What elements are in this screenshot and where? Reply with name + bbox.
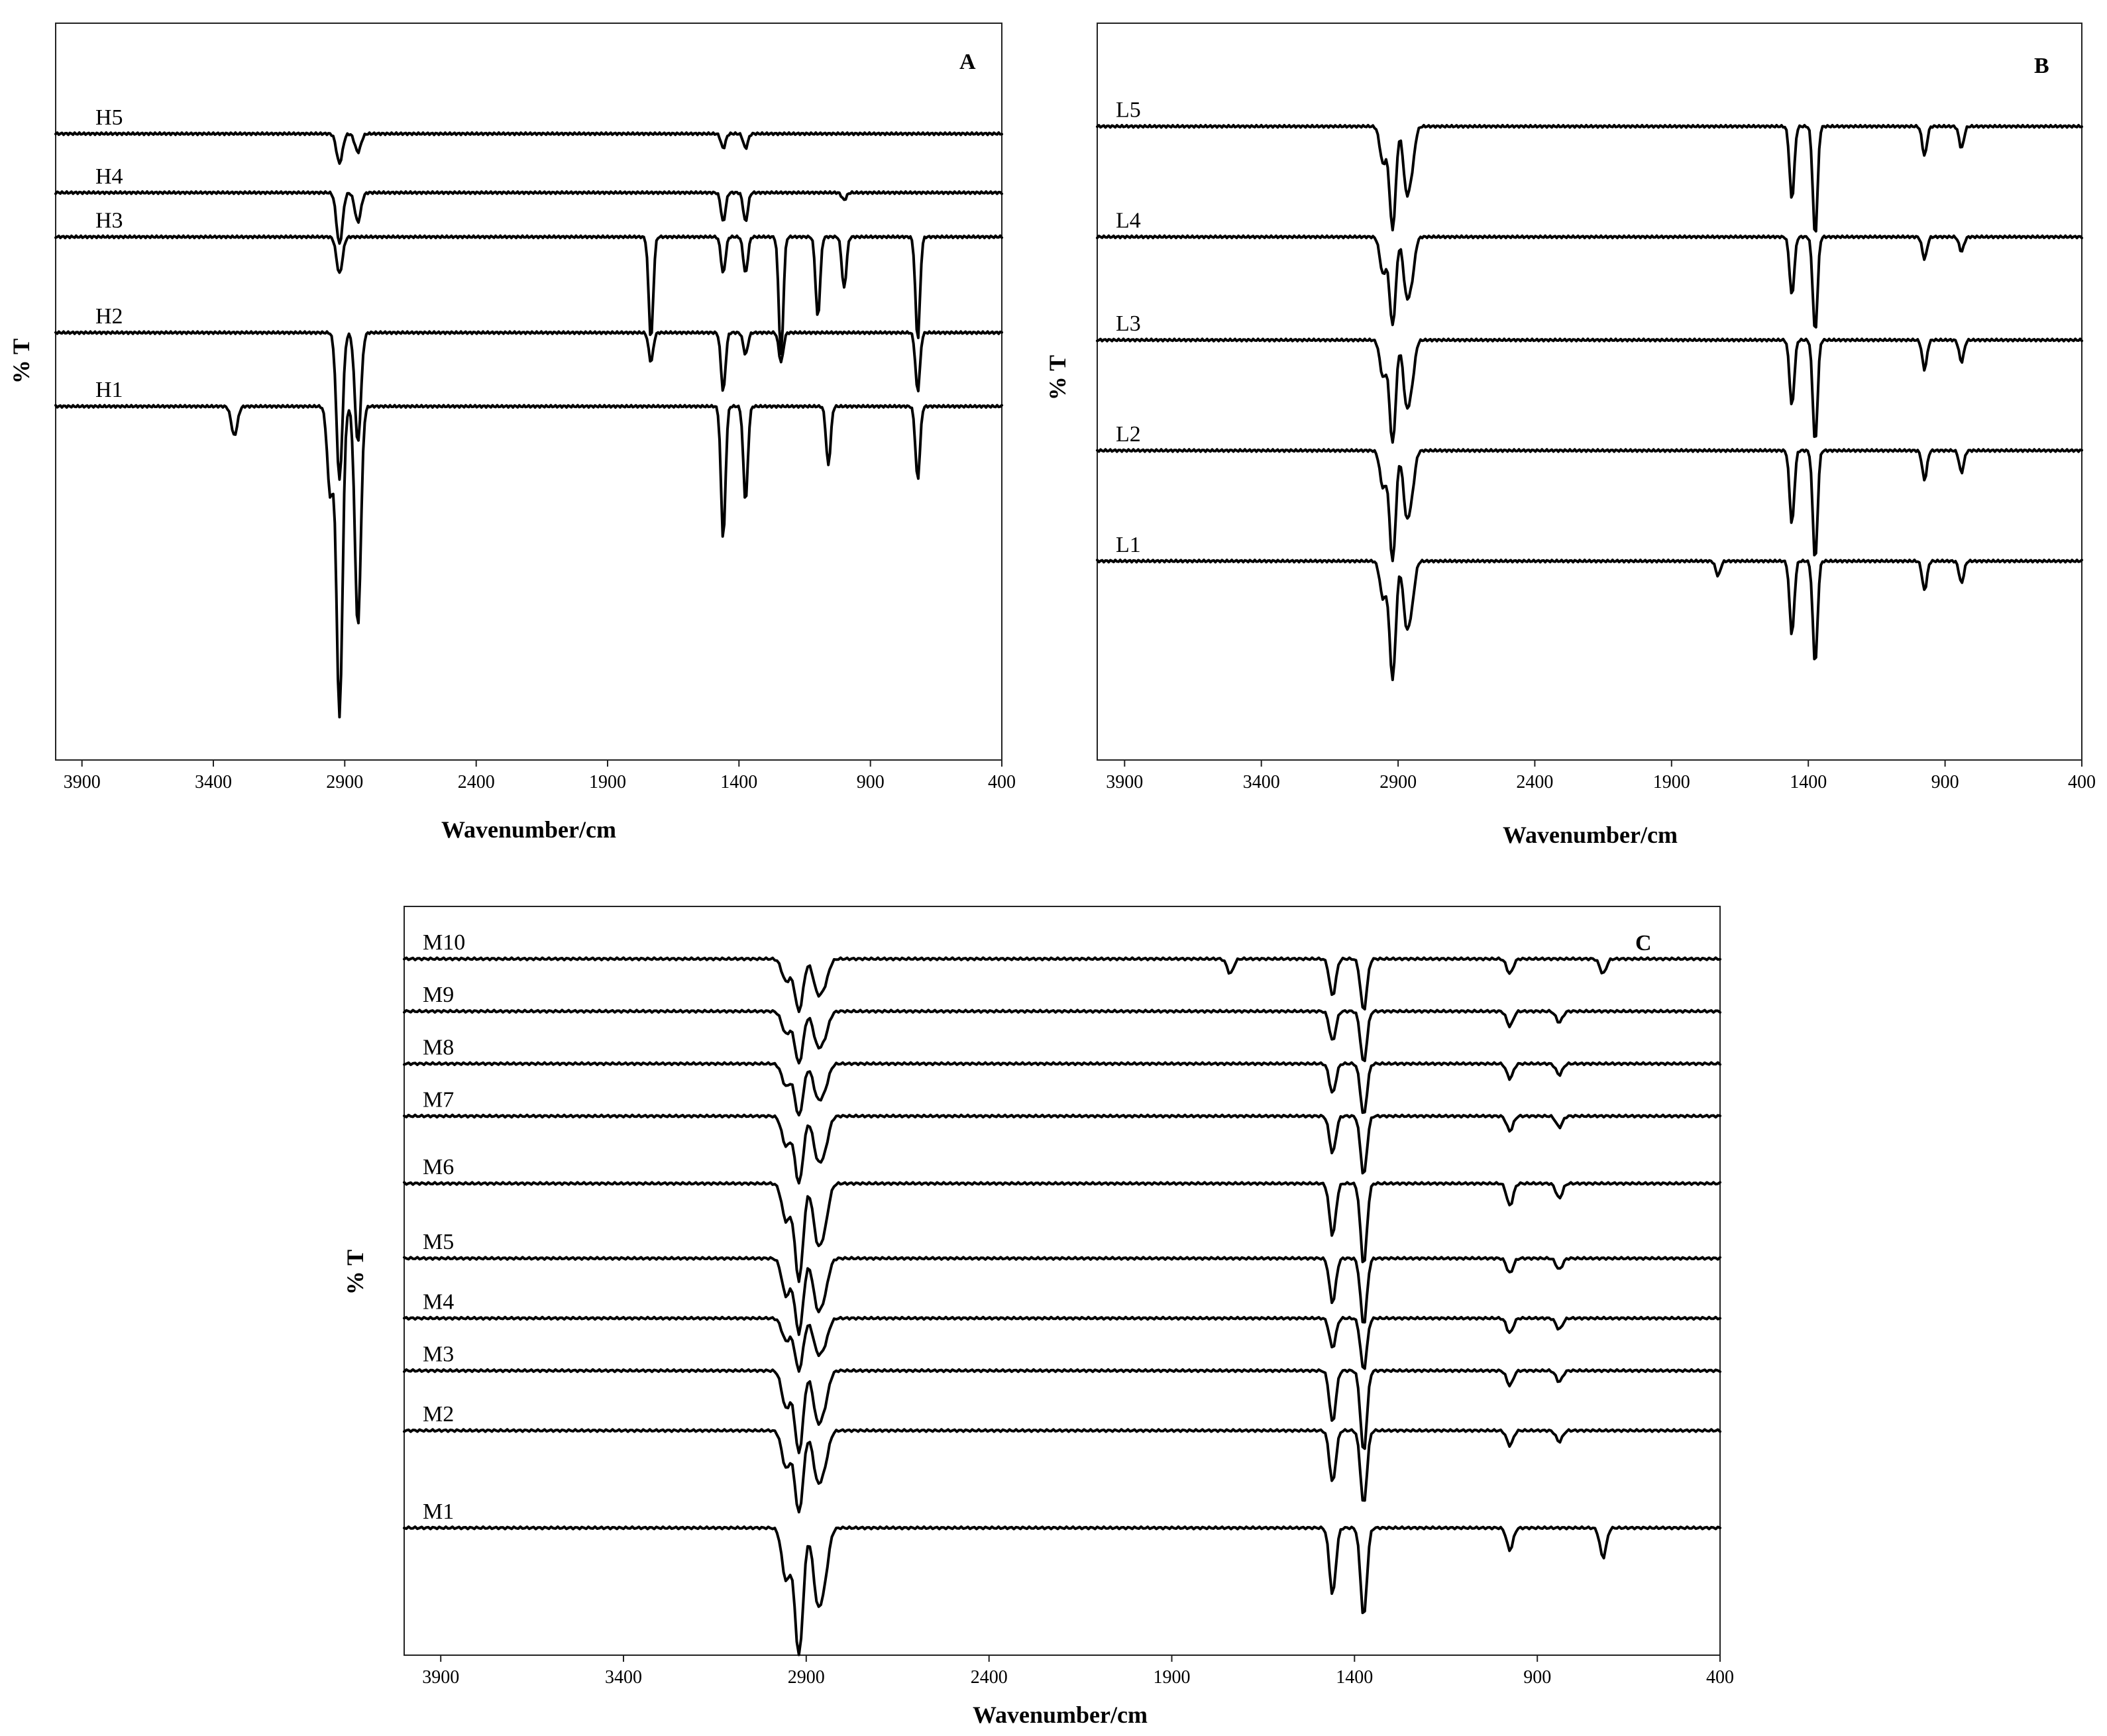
x-tick-label-b-900: 900 (1931, 772, 1959, 792)
trace-label-l3: L3 (1116, 311, 1141, 336)
panel-letter-b: B (2034, 54, 2049, 78)
x-tick-label-c-1400: 1400 (1336, 1667, 1373, 1688)
spectrum-line-m2 (403, 1428, 1721, 1514)
x-axis-title-a: Wavenumber/cm (441, 816, 616, 843)
trace-label-m8: M8 (423, 1035, 454, 1059)
spectrum-line-m6 (403, 1181, 1721, 1283)
x-tick-label-c-2400: 2400 (971, 1667, 1008, 1688)
trace-label-h5: H5 (95, 105, 123, 130)
panel-a: A H5 H4 H3 H2 H1 3900 3400 2900 2400 1900 1400 900… (8, 23, 1016, 843)
x-tick-label-a-2900: 2900 (326, 772, 363, 792)
trace-label-h3: H3 (95, 209, 123, 233)
x-tick-label-c-900: 900 (1523, 1667, 1551, 1688)
spectrum-line-m3 (403, 1368, 1721, 1454)
spectrum-line-m9 (403, 1008, 1721, 1065)
y-axis-title-b: % T (1044, 355, 1071, 400)
trace-label-m3: M3 (423, 1342, 454, 1367)
x-ticks-a: 3900 3400 2900 2400 1900 1400 900 400 (64, 760, 1016, 792)
trace-label-m7: M7 (423, 1087, 454, 1112)
spectrum-line-m1 (403, 1525, 1721, 1656)
trace-label-m6: M6 (423, 1155, 454, 1179)
y-axis-title-a: % T (8, 339, 34, 384)
x-tick-label-a-400: 400 (988, 772, 1016, 792)
spectrum-line-h1 (54, 404, 1003, 719)
x-tick-label-b-1900: 1900 (1653, 772, 1690, 792)
panel-letter-a: A (959, 50, 976, 74)
trace-label-l2: L2 (1116, 422, 1141, 447)
x-tick-label-b-3400: 3400 (1243, 772, 1280, 792)
plot-frame-a (55, 23, 1002, 761)
x-tick-label-b-400: 400 (2068, 772, 2096, 792)
panel-c: C M10 M9 M8 M7 M6 M5 M4 M3 M2 M1 3900 3400 2900 2400… (342, 906, 1734, 1728)
trace-label-m9: M9 (423, 983, 454, 1007)
spectrum-line-h3 (54, 234, 1003, 355)
plot-frame-b (1097, 23, 2082, 761)
panel-letter-c: C (1635, 931, 1652, 955)
spectrum-line-h2 (54, 330, 1003, 481)
x-tick-label-c-3900: 3900 (422, 1667, 459, 1688)
x-tick-label-c-1900: 1900 (1154, 1667, 1191, 1688)
x-ticks-b: 3900 3400 2900 2400 1900 1400 900 400 (1106, 760, 2096, 792)
trace-label-l4: L4 (1116, 209, 1141, 233)
spectrum-line-h5 (54, 131, 1003, 165)
x-tick-label-a-3400: 3400 (195, 772, 232, 792)
trace-label-l5: L5 (1116, 98, 1141, 123)
trace-label-h1: H1 (95, 378, 123, 402)
spectrum-line-h4 (54, 190, 1003, 245)
x-tick-label-b-3900: 3900 (1106, 772, 1143, 792)
x-axis-title-b: Wavenumber/cm (1503, 822, 1678, 848)
traces-c: M10 M9 M8 M7 M6 M5 M4 M3 M2 M1 (403, 930, 1721, 1656)
spectrum-line-l1 (1096, 559, 2083, 681)
trace-label-m10: M10 (423, 930, 465, 955)
x-tick-label-a-1400: 1400 (720, 772, 757, 792)
x-tick-label-b-1400: 1400 (1790, 772, 1827, 792)
trace-label-m2: M2 (423, 1402, 454, 1427)
x-tick-label-a-1900: 1900 (589, 772, 626, 792)
traces-b: L5 L4 L3 L2 L1 (1096, 98, 2083, 681)
y-axis-title-c: % T (342, 1250, 368, 1295)
spectrum-line-m8 (403, 1061, 1721, 1116)
trace-label-m5: M5 (423, 1230, 454, 1254)
trace-label-h4: H4 (95, 164, 123, 189)
spectrum-line-l3 (1096, 337, 2083, 444)
panel-b: B L5 L4 L3 L2 L1 3900 3400 2900 2400 1900 1400 900… (1044, 23, 2096, 848)
spectrum-line-m7 (403, 1113, 1721, 1185)
spectrum-line-l2 (1096, 448, 2083, 563)
x-tick-label-a-900: 900 (857, 772, 885, 792)
x-tick-label-c-400: 400 (1706, 1667, 1734, 1688)
traces-a: H5 H4 H3 H2 H1 (54, 105, 1003, 719)
x-tick-label-b-2400: 2400 (1516, 772, 1553, 792)
trace-label-h2: H2 (95, 304, 123, 329)
x-tick-label-a-2400: 2400 (458, 772, 495, 792)
spectrum-line-m5 (403, 1256, 1721, 1336)
x-axis-title-c: Wavenumber/cm (973, 1702, 1148, 1728)
plot-frame-c (404, 906, 1721, 1656)
trace-label-m4: M4 (423, 1290, 454, 1315)
spectrum-line-l4 (1096, 234, 2083, 329)
x-tick-label-a-3900: 3900 (64, 772, 101, 792)
spectrum-line-m10 (403, 956, 1721, 1013)
spectrum-line-l5 (1096, 124, 2083, 233)
trace-label-m1: M1 (423, 1499, 454, 1524)
x-tick-label-b-2900: 2900 (1379, 772, 1417, 792)
x-tick-label-c-2900: 2900 (788, 1667, 825, 1688)
x-ticks-c: 3900 3400 2900 2400 1900 1400 900 400 (422, 1655, 1734, 1688)
x-tick-label-c-3400: 3400 (605, 1667, 642, 1688)
spectrum-line-m4 (403, 1315, 1721, 1373)
trace-label-l1: L1 (1116, 533, 1141, 557)
